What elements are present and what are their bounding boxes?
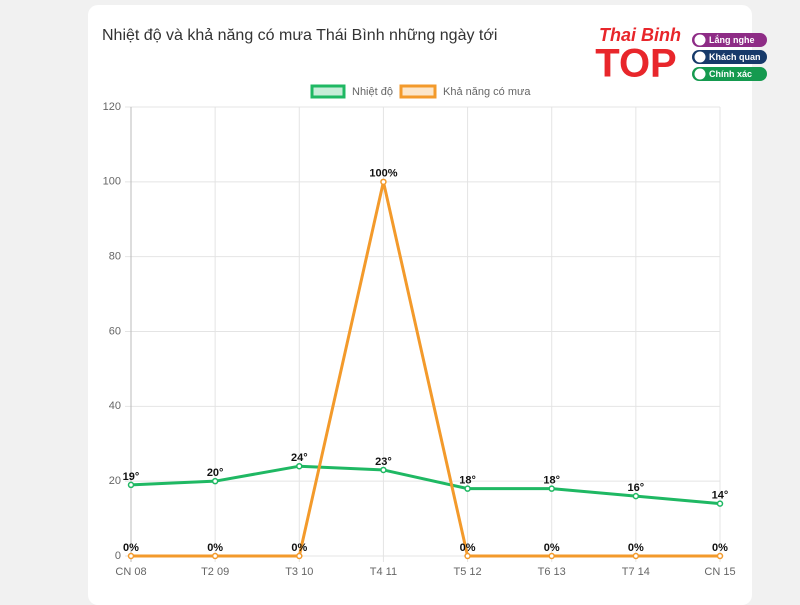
data-point <box>548 485 555 492</box>
legend-swatch <box>399 84 437 99</box>
y-tick-label: 0 <box>115 550 121 562</box>
badge-label: Lắng nghe <box>709 34 755 45</box>
data-point <box>716 500 724 507</box>
data-label: 19° <box>123 471 140 483</box>
data-point <box>296 462 303 470</box>
data-point <box>380 466 387 474</box>
x-tick-label: T7 14 <box>622 566 650 578</box>
data-point <box>211 477 219 485</box>
badge-label: Khách quan <box>709 52 761 62</box>
badge <box>692 50 767 64</box>
data-point <box>380 178 387 186</box>
badge-dot <box>694 68 706 80</box>
data-point <box>464 485 471 492</box>
y-tick-label: 80 <box>109 251 121 263</box>
card <box>88 5 752 605</box>
data-label: 14° <box>712 490 729 502</box>
data-point <box>548 552 555 560</box>
x-tick-label: CN 15 <box>704 566 735 578</box>
data-label: 0% <box>460 542 476 554</box>
series-line <box>130 464 721 506</box>
y-tick-label: 20 <box>109 475 121 487</box>
data-label: 20° <box>207 467 224 479</box>
data-point <box>464 552 471 560</box>
data-label: 0% <box>291 542 307 554</box>
x-tick-label: CN 08 <box>115 566 146 578</box>
chart-title: Nhiệt độ và khả năng có mưa Thái Bình nh… <box>102 27 497 44</box>
y-tick-label: 60 <box>109 325 121 337</box>
data-point <box>296 552 303 560</box>
y-tick-label: 120 <box>103 101 121 113</box>
logo: Thai Binh TOP Lắng nghe Khách quan Chính x… <box>595 25 767 86</box>
logo-brand: Thai Binh <box>599 25 681 45</box>
badge-dot <box>694 34 706 46</box>
x-tick-label: T4 11 <box>370 566 397 578</box>
legend-label: Khả năng có mưa <box>443 86 531 98</box>
data-label: 0% <box>712 542 728 554</box>
x-tick-label: T2 09 <box>201 566 229 578</box>
badge-label: Chính xác <box>709 69 752 79</box>
x-tick-label: T5 12 <box>454 566 482 578</box>
data-label: 18° <box>459 475 476 487</box>
legend-label: Nhiệt độ <box>352 86 393 98</box>
data-point <box>127 552 135 560</box>
data-label: 100% <box>369 168 397 180</box>
data-label: 0% <box>123 542 139 554</box>
data-label: 18° <box>543 475 560 487</box>
x-tick-label: T6 13 <box>538 566 566 578</box>
data-label: 16° <box>628 482 645 494</box>
data-point <box>211 552 219 560</box>
data-point <box>632 492 640 500</box>
series-line <box>131 181 720 558</box>
data-point <box>716 552 724 560</box>
data-label: 24° <box>291 452 308 464</box>
data-label: 0% <box>544 542 560 554</box>
badge <box>692 33 767 47</box>
data-point <box>127 481 135 489</box>
badge <box>692 67 767 81</box>
legend-swatch <box>310 84 346 99</box>
data-label: 0% <box>207 542 223 554</box>
data-point <box>632 552 640 560</box>
badge-dot <box>694 51 706 63</box>
logo-name: TOP <box>595 42 677 86</box>
y-tick-label: 100 <box>103 176 121 188</box>
y-tick-label: 40 <box>109 400 121 412</box>
badges: Lắng nghe Khách quan Chính xác <box>692 33 767 81</box>
x-tick-label: T3 10 <box>285 566 313 578</box>
data-label: 0% <box>628 542 644 554</box>
data-label: 23° <box>375 456 392 468</box>
